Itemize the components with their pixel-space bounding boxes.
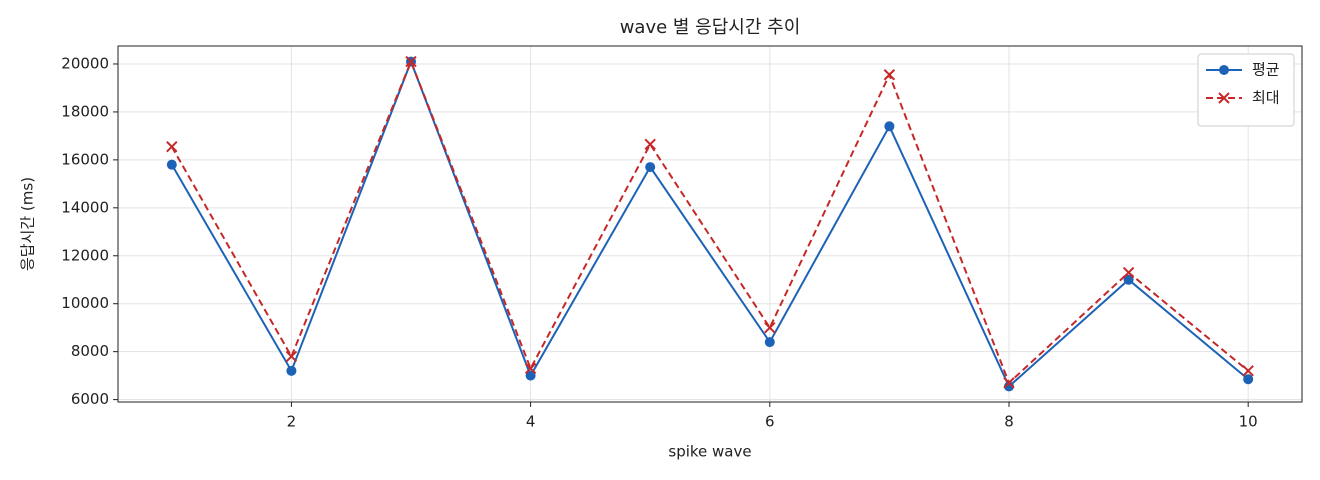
y-tick-label: 14000 [61,198,109,216]
series-line [170,58,1249,385]
data-point [764,321,776,334]
data-point [1003,377,1015,389]
data-point [1242,365,1254,377]
data-point [764,337,775,348]
x-tick-label: 8 [1004,413,1014,431]
x-tick-label: 10 [1239,413,1258,431]
data-point [524,362,537,375]
y-tick-label: 18000 [61,102,109,120]
data-point [166,140,178,153]
data-point [405,55,417,68]
y-tick-label: 20000 [61,54,109,72]
legend-marker [1218,92,1230,104]
data-point [286,365,297,376]
chart-title: wave 별 응답시간 추이 [620,17,801,38]
y-tick-label: 10000 [61,294,109,312]
data-point [1123,274,1134,285]
data-point [1122,266,1135,279]
data-point [884,121,895,132]
y-tick-label: 8000 [71,342,109,360]
data-point [883,69,896,81]
x-tick-label: 4 [526,413,536,431]
y-tick-label: 12000 [61,246,109,264]
data-point [1243,374,1254,385]
legend-label: 최대 [1252,89,1280,107]
x-tick-label: 6 [765,413,775,431]
data-point [166,159,177,170]
plot-frame [117,45,1303,403]
legend-label: 평균 [1252,61,1280,79]
series-line [170,58,1249,389]
data-point [644,138,656,150]
legend-marker [1219,65,1229,75]
data-point [525,370,536,381]
x-tick-label: 2 [287,413,297,431]
y-axis-label: 응답시간 (ms) [19,177,37,271]
y-tick-label: 16000 [61,150,109,168]
data-point [285,350,298,363]
x-axis-label: spike wave [668,443,751,461]
data-point [645,162,656,173]
y-tick-label: 6000 [71,390,109,408]
